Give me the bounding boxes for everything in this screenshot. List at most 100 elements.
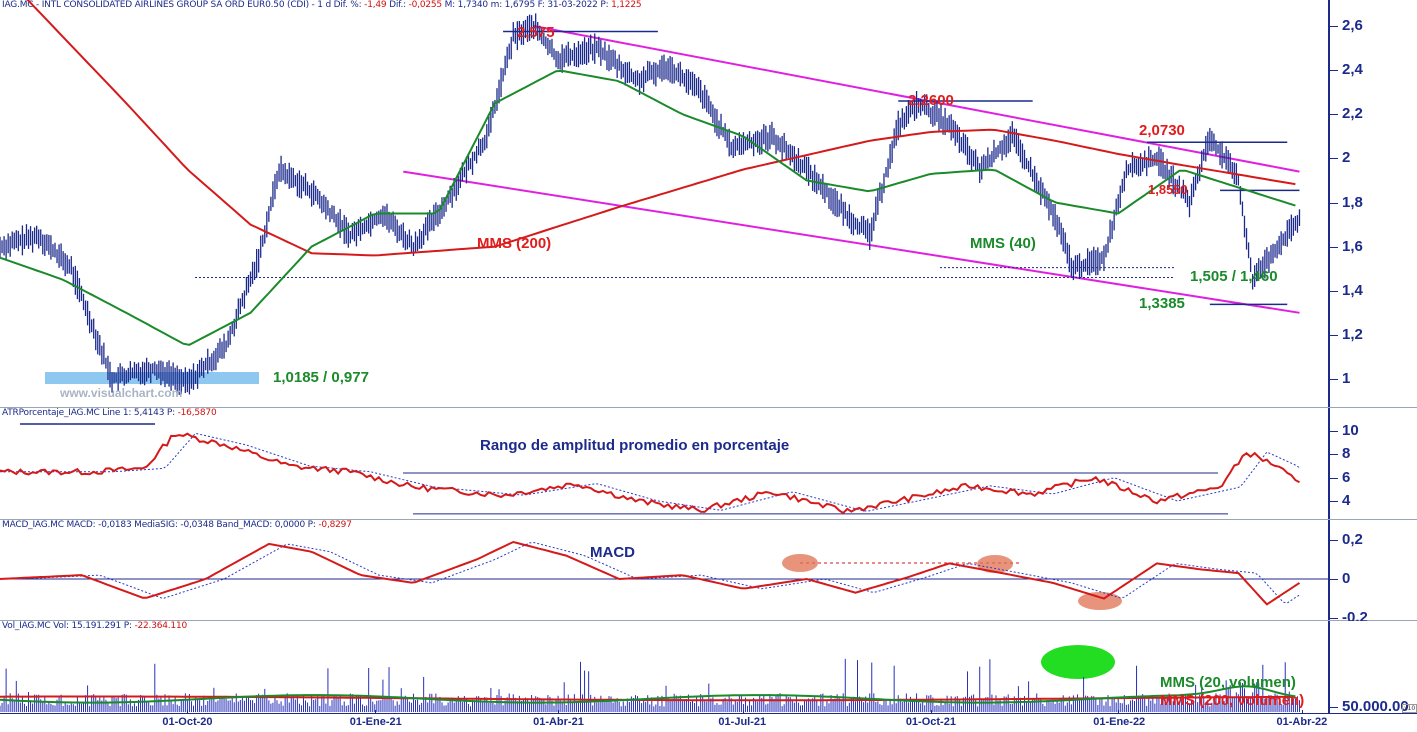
watermark: www.visualchart.com (60, 386, 183, 400)
price-y-axis: 2,6 2,4 2,2 2 1,8 1,6 1,4 1,2 1 (1328, 0, 1417, 407)
y-tick-label: 1,2 (1342, 325, 1363, 343)
price-header-rest: M: 1,7340 m: 1,6795 F: 31-03-2022 P: (441, 0, 612, 10)
volume-chart (0, 645, 1300, 712)
annotation-support-13385: 1,3385 (1139, 295, 1185, 312)
atr-header-main: ATRPorcentaje_IAG.MC Line 1: 5,4143 P: (2, 408, 178, 418)
y-tick-label: 2,4 (1342, 61, 1363, 79)
y-tick-mark (1330, 158, 1338, 160)
y-tick-mark (1330, 379, 1338, 380)
x-tick-label: 01-Abr-22 (1276, 716, 1328, 728)
price-header-dif-label: Dif.: (386, 0, 409, 10)
x-tick-label: 01-Ene-22 (1093, 716, 1146, 728)
y-tick-label: 0 (1342, 570, 1351, 587)
macd-line (0, 540, 1301, 606)
atr-panel-header: ATRPorcentaje_IAG.MC Line 1: 5,4143 P: -… (2, 408, 217, 418)
y-tick-mark (1330, 246, 1338, 248)
y-tick-label: 8 (1342, 445, 1351, 463)
y-tick-mark (1330, 579, 1338, 580)
macd-highlight-3 (1078, 592, 1122, 610)
y-tick-mark (1330, 114, 1338, 116)
y-tick-mark (1330, 618, 1338, 619)
macd-y-axis: 0,2 0 -0,2 (1328, 520, 1417, 626)
y-tick-label: 0,2 (1342, 531, 1363, 548)
x-tick-label: 01-Jul-21 (718, 716, 767, 728)
y-tick-label: 1,4 (1342, 281, 1363, 299)
volume-corner-tag: x10 (1402, 704, 1417, 713)
y-tick-label: 2 (1342, 149, 1351, 167)
macd-title: MACD (590, 544, 635, 561)
x-axis: 01-Oct-20 01-Ene-21 01-Abr-21 01-Jul-21 01-O… (0, 710, 1417, 732)
atr-chart (0, 423, 1300, 515)
price-chart (0, 0, 1301, 395)
volume-y-axis: 50.000.00 (1328, 621, 1417, 716)
y-tick-mark (1330, 290, 1338, 292)
annotation-resistance-18550: 1,8550 (1148, 182, 1188, 197)
macd-highlight-2 (977, 555, 1013, 573)
annotation-resistance-22600: 2,2600 (908, 92, 954, 109)
price-header-p: 1,1225 (611, 0, 642, 10)
x-tick-mark (1301, 710, 1303, 714)
price-panel-header: IAG.MC - INTL CONSOLIDATED AIRLINES GROU… (2, 0, 642, 10)
macd-header-main: MACD_IAG.MC MACD: -0,0183 MediaSIG: -0,0… (2, 520, 319, 530)
support-zone-box (45, 372, 259, 384)
volume-panel: Vol_IAG.MC Vol: 15.191.291 P: -22.364.11… (0, 621, 1417, 716)
y-tick-label: 1 (1342, 370, 1351, 387)
y-tick-mark (1330, 454, 1338, 456)
y-tick-mark (1330, 334, 1338, 336)
mms40-line (0, 69, 1296, 346)
x-tick-mark (374, 710, 376, 714)
y-tick-mark (1330, 477, 1338, 479)
atr-title: Rango de amplitud promedio en porcentaje (480, 437, 790, 454)
y-tick-label: 10 (1342, 422, 1359, 439)
atr-panel: ATRPorcentaje_IAG.MC Line 1: 5,4143 P: -… (0, 408, 1417, 520)
label-mms40: MMS (40) (970, 235, 1036, 252)
volume-header-p: -22.364.110 (134, 621, 188, 631)
volume-header-main: Vol_IAG.MC Vol: 15.191.291 P: (2, 621, 135, 631)
y-tick-mark (1330, 707, 1338, 709)
y-tick-label: 2,6 (1342, 17, 1363, 34)
y-tick-mark (1330, 501, 1338, 502)
price-header-dif: -0,0255 (408, 0, 443, 10)
channel-lower-line (403, 170, 1300, 314)
y-tick-label: 2,2 (1342, 105, 1363, 123)
y-tick-mark (1330, 431, 1338, 432)
price-header-dif-pct: -1,49 (364, 0, 387, 10)
y-tick-label: 1,6 (1342, 237, 1363, 255)
label-mms200-volume: MMS (200, volumen) (1160, 692, 1305, 709)
atr-signal-line (0, 432, 1300, 512)
label-mms20-volume: MMS (20, volumen) (1160, 674, 1296, 691)
macd-header-p: -0,8297 (318, 520, 352, 530)
y-tick-mark (1330, 70, 1338, 72)
volume-panel-header: Vol_IAG.MC Vol: 15.191.291 P: -22.364.11… (2, 621, 187, 631)
y-tick-label: 6 (1342, 468, 1351, 486)
atr-line (0, 432, 1300, 515)
annotation-resistance-20730: 2,0730 (1139, 122, 1185, 139)
y-tick-mark (1330, 540, 1338, 541)
label-mms200: MMS (200) (477, 235, 552, 252)
annotation-support-1505: 1,505 / 1,460 (1190, 268, 1278, 285)
annotation-support-10185: 1,0185 / 0,977 (273, 369, 369, 386)
x-tick-label: 01-Ene-21 (349, 716, 402, 728)
y-tick-mark (1330, 202, 1338, 204)
x-tick-label: 01-Oct-20 (162, 716, 213, 728)
x-tick-label: 01-Abr-21 (533, 716, 584, 728)
atr-y-axis: 10 8 6 4 (1328, 408, 1417, 519)
y-tick-mark (1330, 26, 1338, 27)
y-tick-label: 1,8 (1342, 193, 1363, 211)
y-tick-label: 4 (1342, 492, 1351, 509)
macd-panel-header: MACD_IAG.MC MACD: -0,0183 MediaSIG: -0,0… (2, 520, 352, 530)
macd-highlight-1 (782, 554, 818, 572)
y-tick-label: 50.000.00 (1342, 698, 1409, 716)
volume-highlight (1041, 645, 1115, 679)
macd-panel: MACD_IAG.MC MACD: -0,0183 MediaSIG: -0,0… (0, 520, 1417, 626)
x-tick-mark (187, 710, 189, 714)
x-tick-label: 01-Oct-21 (905, 716, 956, 728)
annotation-resistance-2575: 2,575 (517, 24, 555, 41)
price-header-main: IAG.MC - INTL CONSOLIDATED AIRLINES GROU… (2, 0, 365, 10)
price-panel: IAG.MC - INTL CONSOLIDATED AIRLINES GROU… (0, 0, 1417, 408)
atr-header-p: -16,5870 (177, 408, 217, 418)
macd-chart (0, 540, 1328, 610)
volume-mms20-line (0, 685, 1296, 704)
x-tick-mark (558, 710, 560, 714)
x-tick-mark (743, 710, 745, 714)
